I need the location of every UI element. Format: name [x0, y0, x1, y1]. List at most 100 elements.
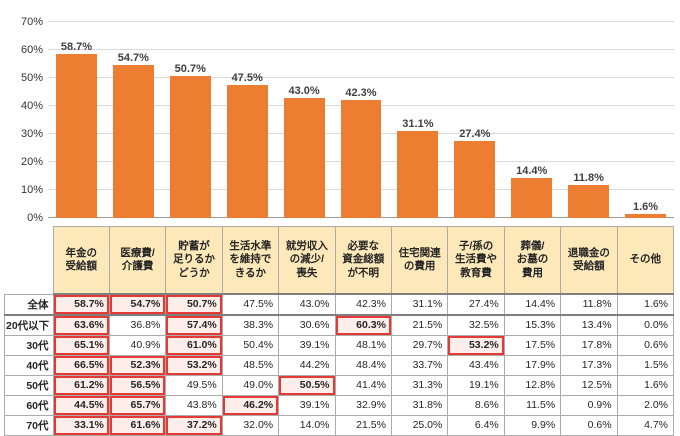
bar: [112, 64, 154, 218]
table-row: 50代 61.2% 56.5% 49.5% 49.0% 50.5% 41.4% 31.3% 19…: [4, 374, 675, 396]
data-cell: 41.4%: [334, 374, 392, 396]
table-row: 30代 65.1% 40.9% 61.0% 50.4% 39.1% 48.1% 29.7% 53…: [4, 334, 675, 356]
bars-row: 58.7% 54.7% 50.7% 47.5% 43.0% 42.3% 31.1% 27.4%…: [48, 4, 674, 218]
row-label: 30代: [4, 334, 54, 356]
row-label: 全体: [4, 293, 54, 316]
bar-group: 50.7%: [162, 4, 219, 218]
data-cell: 6.4%: [447, 414, 505, 436]
data-cell: 48.4%: [334, 354, 392, 376]
data-cell: 42.3%: [334, 293, 392, 316]
bar-value-label: 54.7%: [117, 51, 149, 64]
bar-group: 1.6%: [617, 4, 674, 218]
column-header: 必要な 資金総額 が不明: [334, 226, 392, 295]
y-axis-tick-label: 50%: [20, 72, 43, 84]
data-cell: 33.1%: [52, 414, 110, 436]
bar-value-label: 47.5%: [231, 72, 263, 84]
data-cell: 17.9%: [503, 354, 562, 376]
data-cell: 0.0%: [616, 314, 675, 336]
bar-group: 54.7%: [105, 4, 162, 218]
table-row: 70代 33.1% 61.6% 37.2% 32.0% 14.0% 21.5% 25.0% 6.…: [4, 414, 675, 436]
data-cell: 36.8%: [108, 314, 167, 336]
row-label: 60代: [4, 394, 54, 416]
y-axis-tick-label: 40%: [20, 100, 43, 112]
bar-group: 14.4%: [503, 4, 560, 218]
data-cell: 19.1%: [447, 374, 505, 396]
data-cell: 32.5%: [447, 314, 505, 336]
data-cell: 50.5%: [278, 374, 336, 396]
data-cell: 1.6%: [616, 293, 675, 316]
bar-value-label: 43.0%: [288, 84, 320, 97]
data-cell: 31.3%: [390, 374, 449, 396]
data-cell: 11.8%: [560, 293, 618, 316]
data-cell: 48.1%: [334, 334, 392, 356]
data-cell: 0.9%: [560, 394, 618, 416]
data-cell: 48.5%: [221, 354, 280, 376]
data-cell: 25.0%: [390, 414, 449, 436]
data-table: 年金の 受給額 医療費/ 介護費 貯蓄が 足りるか どうか 生活水準 を維持で きるか…: [4, 226, 675, 436]
plot-area: 58.7% 54.7% 50.7% 47.5% 43.0% 42.3% 31.1% 27.4%…: [48, 4, 674, 218]
bar: [511, 177, 553, 218]
data-cell: 17.3%: [560, 354, 618, 376]
data-cell: 47.5%: [221, 293, 280, 316]
data-cell: 57.4%: [165, 314, 223, 336]
table-body: 全体 58.7% 54.7% 50.7% 47.5% 43.0% 42.3% 31.1% 27.…: [4, 293, 675, 436]
data-cell: 39.1%: [278, 334, 336, 356]
data-cell: 63.6%: [52, 314, 110, 336]
data-cell: 15.3%: [503, 314, 562, 336]
y-axis-tick-label: 60%: [20, 44, 43, 56]
data-cell: 9.9%: [503, 414, 562, 436]
data-cell: 14.4%: [503, 293, 562, 316]
data-cell: 37.2%: [165, 414, 223, 436]
y-axis-tick-label: 10%: [20, 184, 43, 196]
data-cell: 50.7%: [165, 293, 223, 316]
data-cell: 43.0%: [278, 293, 336, 316]
bar-group: 43.0%: [276, 4, 333, 218]
y-axis: 0% 10% 20% 30% 40% 50% 60% 70%: [4, 4, 48, 224]
data-cell: 0.6%: [616, 334, 675, 356]
bar: [397, 130, 439, 218]
table-row: 全体 58.7% 54.7% 50.7% 47.5% 43.0% 42.3% 31.1% 27.…: [4, 293, 675, 316]
column-header: 貯蓄が 足りるか どうか: [165, 226, 223, 295]
row-label: 40代: [4, 354, 54, 376]
data-cell: 12.8%: [503, 374, 562, 396]
survey-chart-page: 0% 10% 20% 30% 40% 50% 60% 70% 58.7% 54.7% 50.7% 4…: [4, 4, 675, 436]
bar-value-label: 14.4%: [516, 164, 548, 177]
bar-value-label: 1.6%: [632, 200, 659, 213]
data-cell: 2.0%: [616, 394, 675, 416]
bar-group: 47.5%: [219, 4, 276, 218]
data-cell: 4.7%: [616, 414, 675, 436]
gridline: [48, 21, 674, 22]
table-row: 20代以下 63.6% 36.8% 57.4% 38.3% 30.6% 60.3% 21.5%…: [4, 314, 675, 336]
data-cell: 56.5%: [108, 374, 167, 396]
bar: [283, 97, 325, 218]
data-cell: 33.7%: [390, 354, 449, 376]
column-header: その他: [616, 226, 675, 295]
data-cell: 50.4%: [221, 334, 280, 356]
bar: [226, 85, 268, 218]
column-header: 生活水準 を維持で きるか: [221, 226, 280, 295]
bar-group: 11.8%: [560, 4, 617, 218]
column-header: 医療費/ 介護費: [108, 226, 167, 295]
row-label: 20代以下: [4, 314, 54, 336]
data-cell: 17.5%: [503, 334, 562, 356]
data-cell: 49.0%: [221, 374, 280, 396]
data-cell: 39.1%: [278, 394, 336, 416]
data-cell: 44.2%: [278, 354, 336, 376]
column-header: 子/孫の 生活費や 教育費: [447, 226, 505, 295]
data-cell: 38.3%: [221, 314, 280, 336]
gridline: [48, 49, 674, 50]
bar-value-label: 31.1%: [402, 117, 434, 130]
column-header: 年金の 受給額: [52, 226, 110, 295]
y-axis-tick-label: 20%: [20, 156, 43, 168]
data-cell: 32.0%: [221, 414, 280, 436]
data-cell: 60.3%: [334, 314, 392, 336]
bar-group: 58.7%: [48, 4, 105, 218]
bar: [169, 76, 211, 218]
data-cell: 61.0%: [165, 334, 223, 356]
data-cell: 12.5%: [560, 374, 618, 396]
bar: [55, 53, 97, 218]
column-header: 退職金の 受給額: [560, 226, 618, 295]
bar-value-label: 11.8%: [573, 171, 604, 184]
bar-chart: 0% 10% 20% 30% 40% 50% 60% 70% 58.7% 54.7% 50.7% 4…: [4, 4, 674, 224]
y-axis-tick-label: 30%: [20, 128, 43, 140]
